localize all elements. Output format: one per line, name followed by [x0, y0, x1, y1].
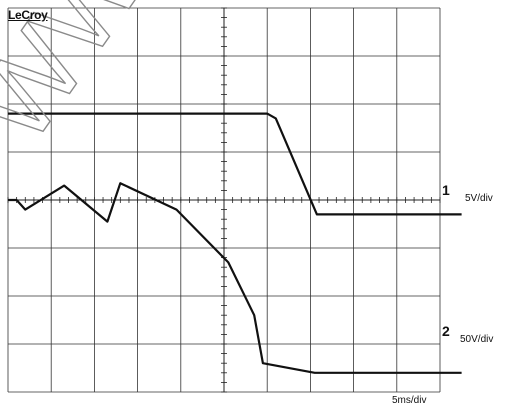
timebase-scale: 5ms/div [392, 395, 427, 406]
channel-1-marker: 1 [442, 182, 450, 198]
graticule [7, 7, 441, 393]
channel-2-marker: 2 [442, 323, 450, 339]
brand-logo: LeCroy [8, 8, 48, 22]
channel-2-scale: 50V/div [460, 334, 494, 345]
watermark: WWW [0, 0, 229, 164]
trace-layer [8, 112, 462, 374]
channel-1-scale: 5V/div [465, 193, 493, 204]
trace-channel-2 [8, 182, 462, 374]
trace-channel-1 [8, 112, 462, 216]
watermark-text: WWW [0, 0, 228, 164]
